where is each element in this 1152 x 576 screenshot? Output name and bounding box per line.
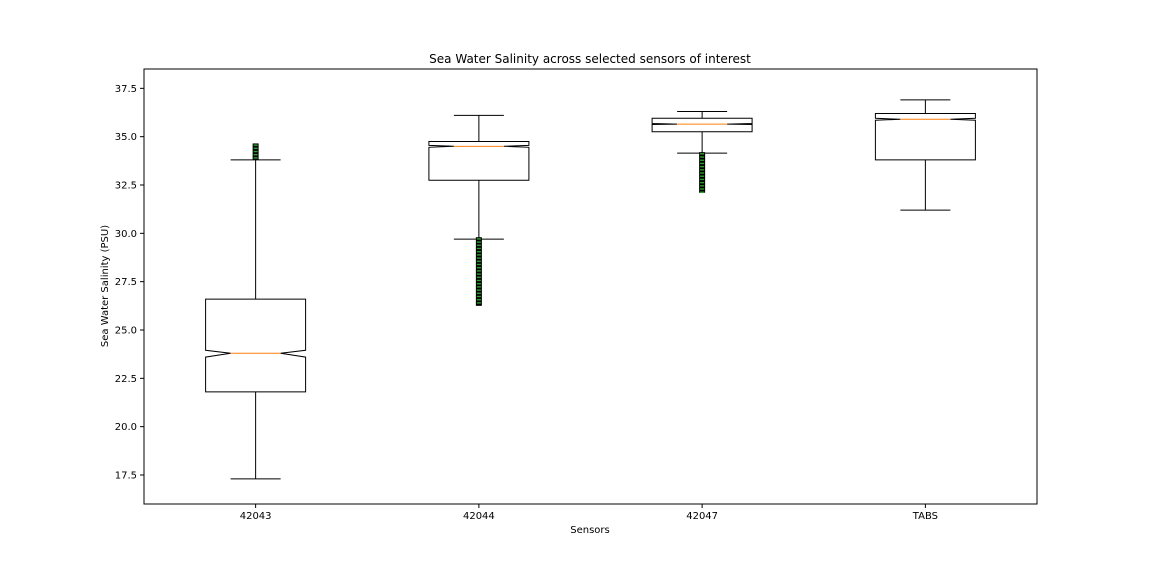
outlier-marker xyxy=(476,273,481,275)
outlier-marker xyxy=(476,302,481,304)
outlier-marker xyxy=(700,191,705,193)
outlier-marker xyxy=(476,247,481,250)
outlier-marker xyxy=(476,292,481,294)
outlier-marker xyxy=(700,178,705,181)
y-tick-label: 37.5 xyxy=(115,84,137,95)
outlier-marker xyxy=(700,169,705,171)
notched-box xyxy=(428,141,530,181)
outlier-marker xyxy=(476,238,481,240)
box-group-42047 xyxy=(651,111,753,193)
y-tick-label: 17.5 xyxy=(115,471,137,482)
outlier-marker xyxy=(476,244,481,246)
outlier-marker xyxy=(253,147,258,150)
x-tick-label: 42047 xyxy=(686,511,718,522)
notched-box xyxy=(205,298,307,393)
outlier-marker xyxy=(476,251,481,253)
x-tick-label: 42043 xyxy=(240,511,272,522)
y-axis: 17.5 20.0 22.5 25.0 27.5 30.0 32.5 35.0 37.5 xyxy=(115,84,144,482)
x-axis: 42043 42044 42047 TABS xyxy=(240,504,938,522)
boxes xyxy=(205,99,976,480)
notched-box xyxy=(874,113,976,161)
y-tick-label: 20.0 xyxy=(115,422,137,433)
outlier-marker xyxy=(476,295,481,298)
outlier-marker xyxy=(700,181,705,184)
outlier-marker xyxy=(700,156,705,158)
y-axis-label: Sea Water Salinity (PSU) xyxy=(100,225,111,347)
outlier-marker xyxy=(700,188,705,190)
outlier-marker xyxy=(476,279,481,282)
outlier-marker xyxy=(476,270,481,272)
outlier-marker xyxy=(476,254,481,256)
plot-frame xyxy=(143,68,1038,505)
outlier-marker xyxy=(476,289,481,291)
y-tick-label: 32.5 xyxy=(115,181,137,192)
outlier-marker xyxy=(476,283,481,285)
outlier-marker xyxy=(476,299,481,301)
outlier-marker xyxy=(476,286,481,288)
outlier-marker xyxy=(253,144,258,146)
box-group-42043 xyxy=(205,143,307,480)
y-tick-label: 25.0 xyxy=(115,326,137,337)
outlier-marker xyxy=(253,157,258,159)
outlier-marker xyxy=(700,159,705,161)
outlier-marker xyxy=(476,267,481,269)
outlier-marker xyxy=(700,165,705,168)
outlier-marker xyxy=(700,162,705,165)
outlier-marker xyxy=(700,153,705,155)
box-group-TABS xyxy=(874,99,976,211)
y-tick-label: 35.0 xyxy=(115,132,137,143)
outlier-marker xyxy=(476,260,481,262)
y-tick-label: 27.5 xyxy=(115,277,137,288)
outlier-marker xyxy=(476,263,481,266)
outlier-marker xyxy=(700,185,705,187)
chart-title: Sea Water Salinity across selected senso… xyxy=(429,52,751,66)
y-tick-label: 30.0 xyxy=(115,229,137,240)
outlier-marker xyxy=(476,257,481,259)
x-axis-label: Sensors xyxy=(570,525,610,536)
x-tick-label: 42044 xyxy=(463,511,495,522)
outlier-marker xyxy=(700,172,705,174)
notched-box xyxy=(651,117,753,133)
outlier-marker xyxy=(700,175,705,177)
outlier-marker xyxy=(253,150,258,153)
x-tick-label: TABS xyxy=(912,511,938,522)
box-group-42044 xyxy=(428,114,530,306)
outlier-marker xyxy=(476,241,481,243)
outlier-marker xyxy=(253,154,258,156)
y-tick-label: 22.5 xyxy=(115,374,137,385)
outlier-marker xyxy=(476,276,481,278)
